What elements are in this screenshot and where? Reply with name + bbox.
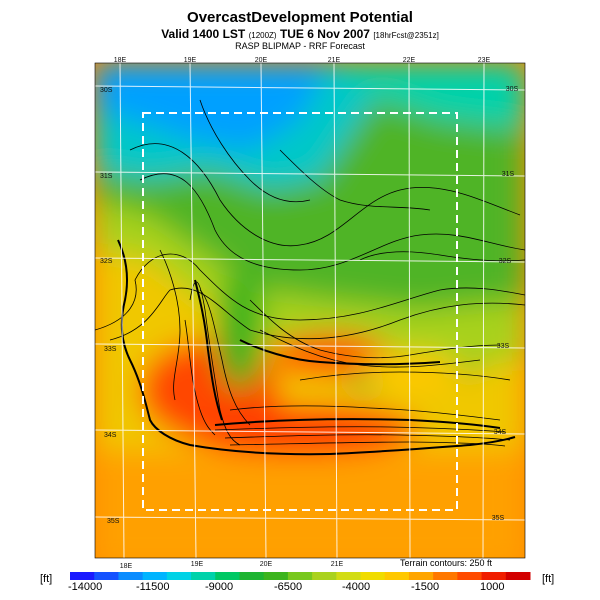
lat-label-left-5: 34S <box>104 432 117 439</box>
lat-label-left-6: 35S <box>107 518 120 525</box>
valid-time: Valid 1400 LST <box>161 27 246 41</box>
field-ne-cyan <box>330 63 525 130</box>
lat-label-left-4: 33S <box>104 346 117 353</box>
colorbar-swatch <box>70 572 95 580</box>
colorbar-swatch <box>360 572 386 580</box>
colorbar-swatch <box>239 572 265 580</box>
colorbar-swatch <box>142 572 168 580</box>
source-line: RASP BLIPMAP - RRF Forecast <box>235 41 365 51</box>
lon-label-top-2: 19E <box>184 57 197 64</box>
colorbar-unit-right: [ft] <box>542 573 555 585</box>
colorbar-tick-7: 1000 <box>480 581 505 593</box>
lon-label-top-6: 23E <box>478 57 491 64</box>
colorbar-swatch <box>215 572 240 580</box>
colorbar-unit-left: [ft] <box>40 573 53 585</box>
colorbar-tick-6: -1500 <box>411 581 440 593</box>
colorbar-swatch <box>505 572 531 580</box>
lon-label-bottom-2: 19E <box>191 561 204 568</box>
lon-label-bottom-1: 18E <box>120 563 133 570</box>
lat-label-right-4: 33S <box>497 343 510 350</box>
field-red-cell <box>270 333 390 377</box>
colorbar-swatch <box>287 572 313 580</box>
field-light-green <box>95 200 525 370</box>
field-green-inland <box>215 270 265 390</box>
lon-label-bottom-3: 20E <box>260 561 273 568</box>
inner-domain-box <box>142 112 458 511</box>
colorbar-swatch <box>263 572 289 580</box>
valid-time-line: Valid 1400 LST (1200Z) TUE 6 Nov 2007 [1… <box>0 27 600 41</box>
lat-label-right-6: 35S <box>492 515 505 522</box>
map-frame <box>94 62 526 559</box>
lat-label-right-2: 31S <box>502 171 515 178</box>
colorbar-swatch <box>336 572 362 580</box>
lat-label-right-1: 30S <box>506 86 519 93</box>
terrain-contours <box>95 99 525 447</box>
lat-label-left-3: 32S <box>100 258 113 265</box>
colorbar-tick-3: -9000 <box>205 581 234 593</box>
lat-label-left-2: 31S <box>100 173 113 180</box>
field-blue-core <box>95 63 330 150</box>
colorbar-swatch <box>408 572 434 580</box>
lon-label-bottom-4: 21E <box>331 561 344 568</box>
colorbar-tick-1: -14000 <box>68 581 103 593</box>
colorbar-swatch <box>191 572 216 580</box>
colorbar-tick-2: -11500 <box>136 581 170 593</box>
lat-label-right-5: 34S <box>494 429 507 436</box>
forecast-date: TUE 6 Nov 2007 <box>279 27 370 41</box>
lon-label-top-5: 22E <box>403 57 416 64</box>
colorbar-swatch <box>118 572 144 580</box>
lon-label-top-4: 21E <box>328 57 341 64</box>
utc-time: (1200Z) <box>248 31 277 40</box>
colorbar-swatch <box>312 572 337 580</box>
lat-label-right-3: 32S <box>499 258 512 265</box>
colorbar-tick-4: -6500 <box>274 581 303 593</box>
terrain-contour-note: Terrain contours: 250 ft <box>400 558 493 568</box>
colorbar-swatch <box>94 572 119 580</box>
colorbar-swatch <box>166 572 192 580</box>
colorbar-swatch <box>481 572 507 580</box>
colorbar-tick-5: -4000 <box>342 581 371 593</box>
lon-label-top-1: 18E <box>114 57 127 64</box>
lat-label-left-1: 30S <box>100 87 113 94</box>
colorbar-swatch <box>433 572 458 580</box>
colorbar-swatch <box>457 572 483 580</box>
map-title: OvercastDevelopment Potential <box>187 9 413 26</box>
colorbar <box>70 572 531 580</box>
lon-label-top-3: 20E <box>255 57 268 64</box>
colorbar-swatch <box>384 572 410 580</box>
latlon-grid <box>95 63 525 558</box>
field-south-orange <box>95 440 525 558</box>
forecast-hour: [18hrFcst@2351z] <box>373 31 439 40</box>
